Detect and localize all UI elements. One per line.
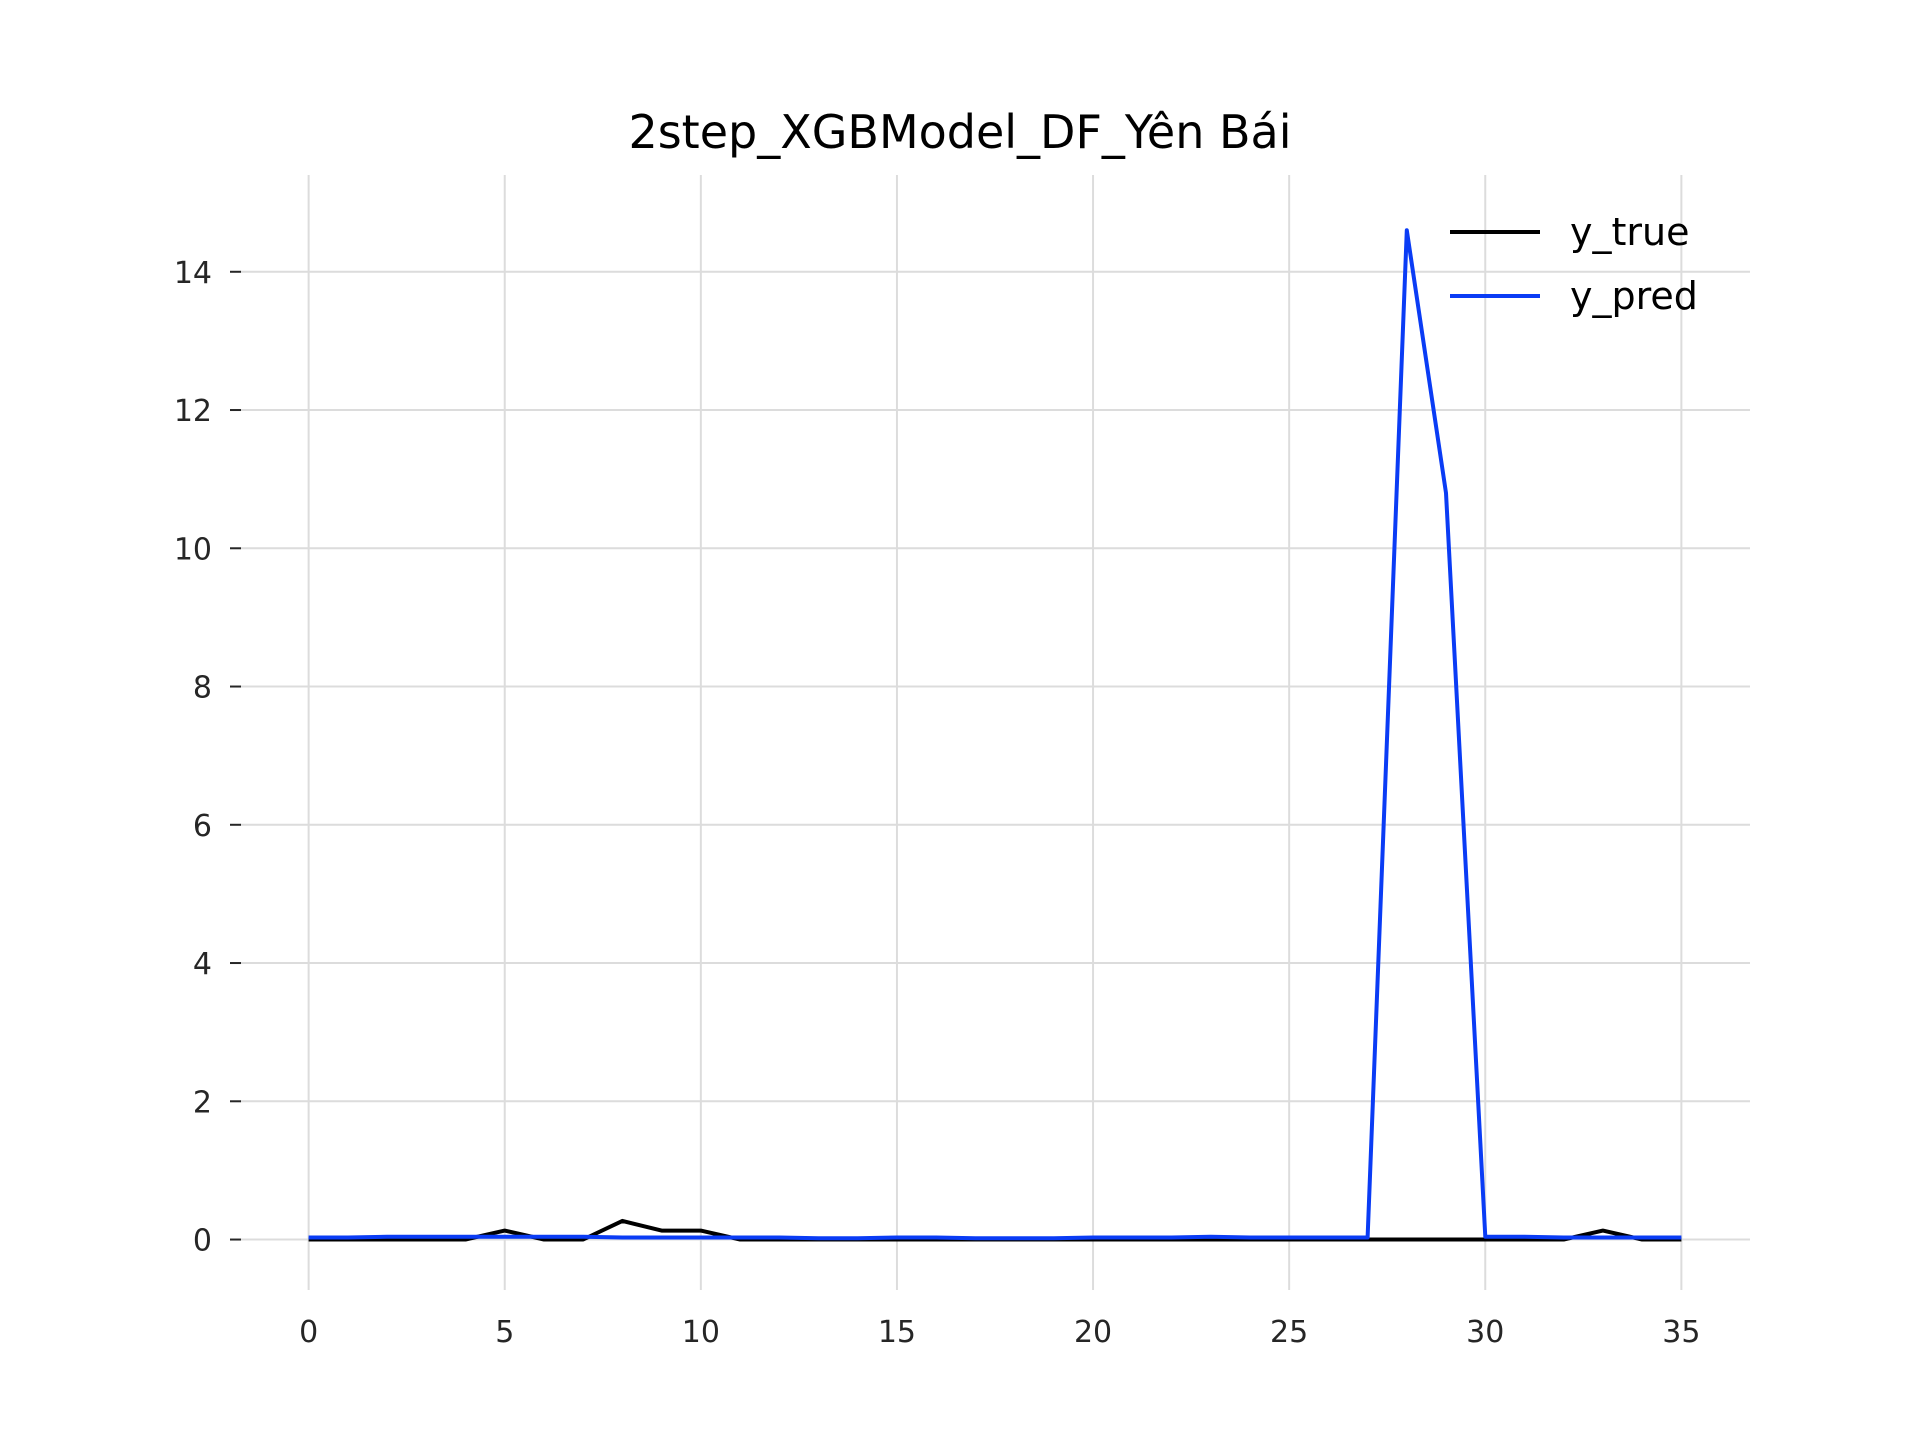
x-tick-label: 15 (878, 1315, 916, 1350)
x-tick-label: 35 (1662, 1315, 1700, 1350)
y-tick-label: 10 (174, 532, 212, 567)
legend: y_true y_pred (1450, 210, 1698, 318)
y-tick-label: 6 (193, 809, 212, 844)
x-tick-label: 25 (1270, 1315, 1308, 1350)
y-tick-label: 2 (193, 1085, 212, 1120)
y-axis: 0 2 4 6 8 10 12 14 (174, 256, 241, 1259)
x-tick-label: 5 (495, 1315, 514, 1350)
chart-title: 2step_XGBModel_DF_Yên Bái (628, 105, 1291, 159)
series-lines (308, 228, 1682, 1242)
grid-lines (240, 175, 1750, 1290)
y-tick-label: 12 (174, 394, 212, 429)
x-axis: 0 5 10 15 20 25 30 35 (299, 1315, 1700, 1350)
legend-label-y-pred: y_pred (1570, 274, 1698, 318)
y-tick-label: 4 (193, 947, 212, 982)
legend-label-y-true: y_true (1570, 210, 1689, 254)
y-tick-label: 8 (193, 671, 212, 706)
y-tick-label: 0 (193, 1224, 212, 1259)
x-tick-label: 0 (299, 1315, 318, 1350)
series-line-y-pred (308, 228, 1682, 1241)
x-tick-label: 30 (1466, 1315, 1504, 1350)
y-tick-label: 14 (174, 256, 212, 291)
x-tick-label: 10 (682, 1315, 720, 1350)
x-tick-label: 20 (1074, 1315, 1112, 1350)
